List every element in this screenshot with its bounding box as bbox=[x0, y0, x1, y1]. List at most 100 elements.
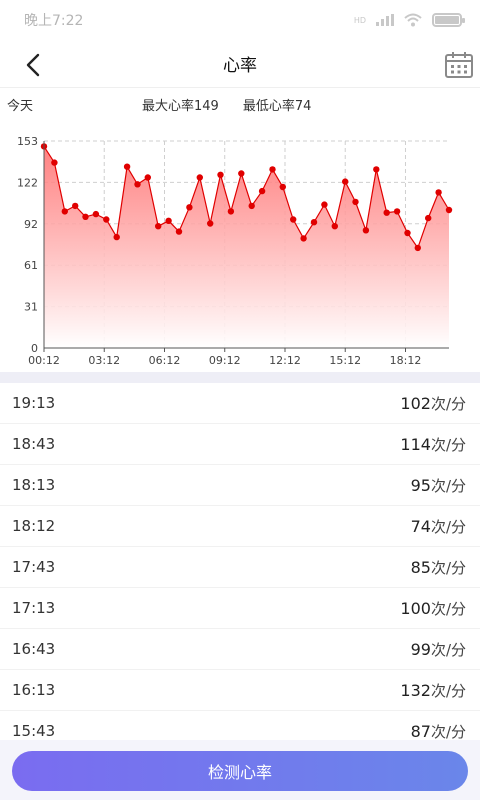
data-point bbox=[227, 208, 235, 215]
signal-icon bbox=[376, 14, 394, 26]
data-point bbox=[269, 166, 276, 173]
record-unit: 次/分 bbox=[430, 517, 466, 536]
record-bpm: 85 bbox=[410, 557, 431, 577]
y-tick-label: 61 bbox=[24, 259, 38, 272]
data-point bbox=[435, 189, 442, 196]
status-icons: HD bbox=[353, 13, 465, 27]
data-point bbox=[414, 244, 421, 252]
series-line bbox=[43, 146, 450, 250]
record-bpm: 100 bbox=[400, 598, 431, 618]
list-item[interactable]: 18:43 114次/分 bbox=[0, 424, 480, 465]
record-time: 17:43 bbox=[12, 558, 56, 576]
data-point bbox=[279, 183, 286, 191]
data-point bbox=[186, 204, 193, 211]
data-point bbox=[103, 216, 110, 223]
record-value: 74次/分 bbox=[411, 516, 466, 537]
record-time: 16:13 bbox=[12, 681, 56, 699]
data-point bbox=[362, 227, 370, 234]
data-point bbox=[217, 171, 224, 178]
data-point bbox=[72, 202, 79, 210]
nav-bar: 心率 bbox=[0, 40, 480, 88]
record-value: 85次/分 bbox=[411, 557, 466, 578]
y-tick-label: 122 bbox=[17, 176, 38, 189]
wifi-icon bbox=[404, 13, 422, 27]
record-unit: 次/分 bbox=[430, 476, 466, 495]
record-value: 95次/分 bbox=[411, 475, 466, 496]
data-point bbox=[248, 202, 255, 210]
list-item[interactable]: 16:43 99次/分 bbox=[0, 629, 480, 670]
data-point bbox=[383, 209, 390, 216]
record-value: 99次/分 bbox=[411, 639, 466, 660]
data-point bbox=[134, 181, 141, 188]
data-point bbox=[404, 229, 411, 237]
data-point bbox=[123, 163, 131, 170]
record-unit: 次/分 bbox=[430, 599, 466, 618]
record-unit: 次/分 bbox=[430, 435, 466, 454]
data-point bbox=[425, 214, 432, 222]
list-item[interactable]: 17:13 100次/分 bbox=[0, 588, 480, 629]
data-point bbox=[321, 201, 328, 208]
status-bar: 晚上7:22 HD bbox=[0, 0, 480, 40]
calendar-icon bbox=[445, 52, 473, 78]
data-point bbox=[310, 219, 318, 226]
calendar-button[interactable] bbox=[444, 50, 474, 80]
x-tick-label: 06:12 bbox=[149, 354, 181, 367]
record-unit: 次/分 bbox=[430, 558, 466, 577]
record-value: 114次/分 bbox=[400, 434, 466, 455]
x-tick-label: 03:12 bbox=[88, 354, 120, 367]
list-item[interactable]: 18:12 74次/分 bbox=[0, 506, 480, 547]
x-tick-label: 00:12 bbox=[28, 354, 60, 367]
data-point bbox=[196, 174, 203, 181]
data-point bbox=[373, 166, 380, 173]
max-heart-rate: 最大心率149 bbox=[142, 98, 219, 114]
heart-rate-chart-svg: 0 31 61 92 122 153 00:12 03:12 06:12 09:12 12:12 15… bbox=[17, 135, 453, 367]
list-item[interactable]: 16:13 132次/分 bbox=[0, 670, 480, 711]
data-point bbox=[238, 170, 245, 177]
data-point bbox=[352, 198, 359, 206]
data-point bbox=[207, 220, 214, 227]
series-area bbox=[44, 146, 449, 348]
data-point bbox=[290, 216, 297, 223]
data-point bbox=[445, 206, 453, 214]
list-item[interactable]: 15:43 87次/分 bbox=[0, 711, 480, 743]
data-point bbox=[113, 233, 120, 241]
data-point bbox=[342, 178, 349, 185]
record-time: 19:13 bbox=[12, 394, 56, 412]
data-point bbox=[175, 228, 183, 235]
detect-heart-rate-button[interactable]: 检测心率 bbox=[12, 751, 468, 791]
data-point bbox=[331, 223, 338, 230]
x-tick-label: 15:12 bbox=[329, 354, 361, 367]
record-bpm: 132 bbox=[400, 680, 431, 700]
heart-rate-summary: 今天 最大心率149 最低心率74 bbox=[0, 89, 480, 119]
list-item[interactable]: 18:13 95次/分 bbox=[0, 465, 480, 506]
y-tick-label: 92 bbox=[24, 218, 38, 231]
data-point bbox=[165, 217, 172, 224]
max-min-group: 最大心率149 最低心率74 bbox=[142, 95, 311, 114]
day-label: 今天 bbox=[7, 98, 34, 114]
record-bpm: 99 bbox=[410, 639, 431, 659]
back-button[interactable] bbox=[18, 50, 48, 80]
data-point bbox=[82, 213, 89, 220]
record-bpm: 95 bbox=[410, 475, 431, 495]
network-label: HD bbox=[353, 15, 366, 25]
data-point bbox=[92, 210, 100, 218]
record-unit: 次/分 bbox=[430, 394, 466, 413]
data-point bbox=[300, 235, 307, 242]
record-time: 17:13 bbox=[12, 599, 56, 617]
record-value: 132次/分 bbox=[400, 680, 466, 701]
record-time: 18:43 bbox=[12, 435, 56, 453]
heart-rate-chart: 0 31 61 92 122 153 00:12 03:12 06:12 09:12 12:12 15… bbox=[0, 120, 480, 370]
record-bpm: 114 bbox=[400, 434, 431, 454]
list-item[interactable]: 17:43 85次/分 bbox=[0, 547, 480, 588]
data-point bbox=[258, 187, 266, 195]
page-title: 心率 bbox=[223, 56, 257, 76]
data-point bbox=[155, 223, 162, 230]
record-time: 15:43 bbox=[12, 722, 56, 740]
record-time: 16:43 bbox=[12, 640, 56, 658]
y-tick-label: 0 bbox=[31, 342, 38, 355]
record-time: 18:12 bbox=[12, 517, 56, 535]
record-unit: 次/分 bbox=[430, 722, 466, 741]
list-item[interactable]: 19:13 102次/分 bbox=[0, 383, 480, 424]
record-bpm: 87 bbox=[410, 721, 431, 741]
record-value: 102次/分 bbox=[400, 393, 466, 414]
